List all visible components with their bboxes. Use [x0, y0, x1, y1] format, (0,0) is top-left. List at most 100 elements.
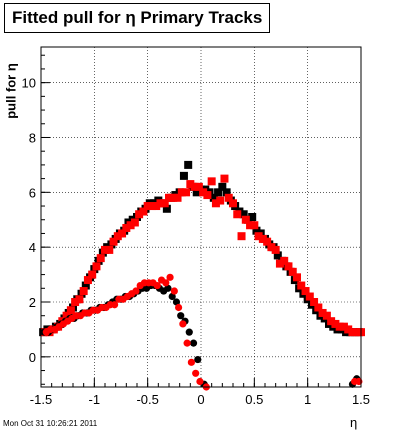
circle-marker [111, 301, 119, 309]
square-marker [88, 270, 97, 279]
plot-frame [40, 46, 362, 388]
square-marker [331, 319, 340, 328]
square-marker [314, 303, 323, 312]
y-tick-label: 6 [29, 185, 36, 200]
square-marker [218, 182, 227, 191]
tick-labels: -1.5 -1 -0.5 0 0.5 1 1.5 0 2 4 6 8 10 [22, 76, 371, 407]
square-marker [271, 245, 280, 254]
square-marker [339, 322, 348, 331]
square-marker [143, 202, 152, 211]
square-marker [190, 182, 199, 191]
square-marker [177, 188, 186, 197]
y-tick-label: 8 [29, 130, 36, 145]
circle-marker [177, 312, 185, 320]
square-marker [130, 218, 139, 227]
y-axis-label: pull for η [3, 63, 19, 119]
circle-marker [187, 358, 195, 366]
square-marker [293, 273, 301, 282]
square-marker [207, 177, 216, 186]
square-marker [101, 245, 109, 254]
square-marker [199, 188, 208, 197]
square-marker [184, 160, 193, 169]
square-marker [126, 221, 135, 230]
circle-marker [196, 377, 204, 386]
square-marker [297, 281, 306, 290]
square-marker [310, 298, 319, 306]
square-marker [105, 245, 114, 254]
square-marker [263, 237, 272, 246]
circle-marker [183, 339, 191, 347]
square-marker [239, 210, 248, 219]
square-marker [79, 287, 88, 296]
square-marker [122, 223, 131, 232]
square-marker [305, 292, 314, 301]
square-marker [66, 306, 75, 315]
square-marker [165, 193, 173, 202]
circle-marker [153, 281, 161, 290]
square-marker [237, 232, 246, 241]
square-marker [139, 207, 148, 216]
circle-marker [170, 287, 178, 295]
square-marker [192, 188, 201, 197]
data-points [39, 160, 365, 391]
circle-marker [192, 369, 200, 377]
square-marker [160, 199, 169, 208]
circle-marker [175, 303, 183, 312]
square-marker [173, 193, 182, 202]
square-marker [182, 188, 191, 197]
square-marker [301, 287, 310, 296]
x-tick-label: 0.5 [245, 392, 263, 407]
square-marker [162, 204, 171, 213]
square-marker [203, 191, 212, 200]
square-marker [179, 171, 188, 180]
square-marker [216, 196, 225, 205]
square-marker [81, 281, 90, 290]
square-marker [275, 259, 284, 268]
square-marker [214, 188, 223, 197]
circle-marker [162, 279, 170, 287]
timestamp-footer: Mon Oct 31 10:26:21 2011 [3, 419, 98, 428]
y-tick-label: 10 [22, 76, 36, 91]
square-marker [248, 213, 257, 221]
x-tick-label: -1 [89, 392, 101, 407]
square-marker [284, 262, 293, 271]
square-marker [113, 232, 122, 241]
square-marker [169, 193, 178, 202]
square-marker [194, 182, 203, 191]
square-marker [92, 262, 101, 271]
grid-lines [41, 47, 361, 387]
x-tick-label: -0.5 [136, 392, 158, 407]
square-marker [280, 256, 289, 265]
circle-marker [166, 273, 174, 281]
square-marker [273, 251, 282, 260]
square-marker [156, 199, 165, 208]
square-marker [135, 210, 144, 219]
circle-marker [185, 328, 193, 336]
square-marker [71, 298, 80, 306]
square-marker [318, 308, 327, 317]
y-tick-label: 0 [29, 350, 36, 365]
square-marker [152, 202, 161, 211]
x-tick-label: -1.5 [30, 392, 52, 407]
square-marker [250, 221, 259, 230]
x-tick-label: 1.5 [352, 392, 370, 407]
square-marker [209, 193, 218, 202]
square-marker [322, 311, 331, 320]
square-marker [258, 234, 267, 243]
square-marker [83, 276, 92, 285]
square-marker [118, 229, 127, 238]
circle-marker [194, 355, 202, 364]
circle-marker [164, 284, 172, 292]
y-axis-label-box: pull for η [2, 46, 20, 136]
square-marker [222, 188, 231, 197]
square-marker [254, 232, 263, 241]
square-marker [246, 221, 255, 230]
square-marker [147, 202, 156, 211]
circle-marker [189, 339, 198, 347]
square-marker [348, 328, 357, 337]
x-axis-label: η [350, 415, 358, 430]
square-marker [96, 254, 105, 263]
square-marker [327, 317, 336, 326]
square-marker [211, 199, 220, 208]
